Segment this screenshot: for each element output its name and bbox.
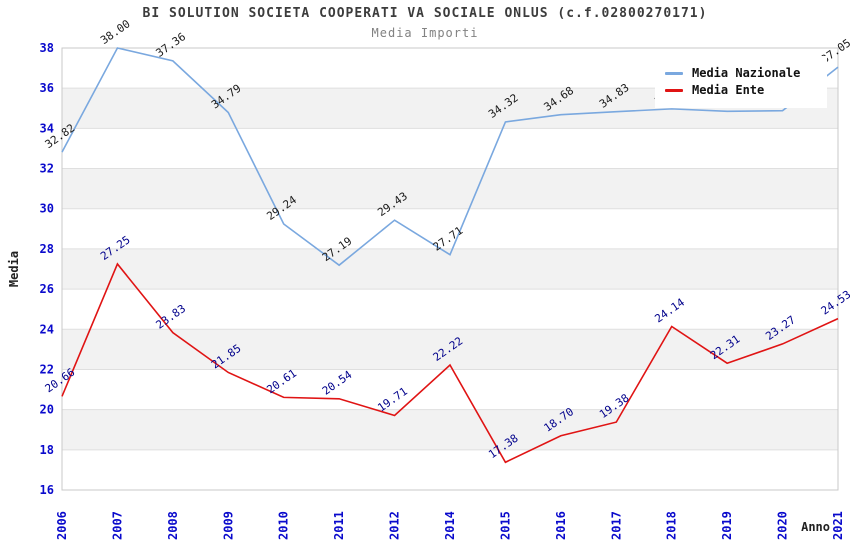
legend-item-media-ente: Media Ente xyxy=(665,83,817,97)
x-tick-label: 2007 xyxy=(110,511,124,540)
legend-label-media-nazionale: Media Nazionale xyxy=(692,66,801,80)
y-tick-label: 34 xyxy=(40,121,54,135)
legend-item-media-nazionale: Media Nazionale xyxy=(665,66,817,80)
series-line-media-ente xyxy=(61,262,839,464)
x-tick-label: 2015 xyxy=(498,511,512,540)
point-label: 38.00 xyxy=(98,17,133,47)
x-tick-label: 2012 xyxy=(388,511,402,540)
x-tick-label: 2017 xyxy=(609,511,623,540)
x-tick-label: 2020 xyxy=(776,511,790,540)
legend: Media Nazionale Media Ente xyxy=(655,56,827,108)
media-ente-line-swatch-icon xyxy=(665,88,683,92)
legend-label-media-ente: Media Ente xyxy=(692,83,765,97)
plot-frame xyxy=(61,47,839,491)
y-tick-label: 26 xyxy=(40,282,54,296)
plot-band xyxy=(62,128,838,169)
x-tick-label: 2016 xyxy=(554,511,568,540)
y-axis-title: Media xyxy=(7,250,21,288)
y-tick-label: 38 xyxy=(40,41,54,55)
plot-band xyxy=(62,289,838,330)
y-tick-label: 28 xyxy=(40,242,54,256)
media-nazionale-line-swatch-icon xyxy=(665,71,683,75)
y-tick-label: 18 xyxy=(40,443,54,457)
y-tick-label: 16 xyxy=(40,483,54,497)
y-tick-label: 22 xyxy=(40,362,54,376)
series-line-media-nazionale xyxy=(61,47,839,267)
x-tick-label: 2011 xyxy=(332,511,346,540)
x-tick-label: 2014 xyxy=(443,511,457,540)
x-tick-label: 2019 xyxy=(720,511,734,540)
y-tick-label: 20 xyxy=(40,403,54,417)
y-tick-label: 30 xyxy=(40,202,54,216)
chart-subtitle: Media Importi xyxy=(371,26,479,40)
x-tick-label: 2006 xyxy=(55,511,69,540)
y-tick-label: 32 xyxy=(40,162,54,176)
plot-band xyxy=(62,369,838,410)
y-tick-label: 24 xyxy=(40,322,54,336)
x-tick-label: 2009 xyxy=(221,511,235,540)
chart-title: BI SOLUTION SOCIETA COOPERATI VA SOCIALE… xyxy=(142,6,708,21)
x-tick-label: 2008 xyxy=(166,511,180,540)
x-axis-title: Anno xyxy=(801,520,830,534)
plot-band xyxy=(62,449,838,490)
x-tick-label: 2018 xyxy=(665,511,679,540)
plot-band xyxy=(62,329,838,370)
plot-band xyxy=(62,208,838,249)
x-tick-label: 2021 xyxy=(831,511,845,540)
plot-band xyxy=(62,168,838,209)
x-tick-label: 2010 xyxy=(277,511,291,540)
y-tick-label: 36 xyxy=(40,81,54,95)
plot-band xyxy=(62,409,838,450)
